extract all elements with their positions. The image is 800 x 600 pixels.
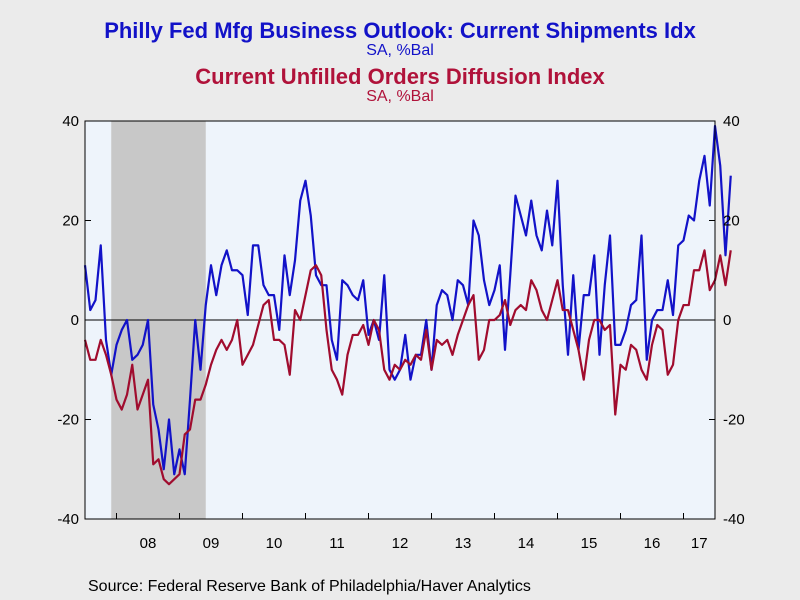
x-tick-label: 09	[203, 535, 220, 552]
chart-subtitle-shipments: SA, %Bal	[366, 42, 434, 59]
series-line-shipments	[83, 124, 732, 476]
x-tick-label: 16	[644, 535, 661, 552]
y-tick-label-right: -40	[723, 511, 745, 528]
y-tick-label-left: 20	[62, 213, 79, 230]
chart-title: Philly Fed Mfg Business Outlook: Current…	[104, 18, 696, 43]
y-tick-label-right: 20	[723, 213, 740, 230]
y-tick-label-left: 0	[71, 312, 79, 329]
x-tick-label: 17	[691, 535, 708, 552]
x-tick-label: 11	[329, 535, 345, 552]
y-tick-label-right: 0	[723, 312, 731, 329]
y-tick-label-left: 40	[62, 113, 79, 130]
chart-title-unfilled: Current Unfilled Orders Diffusion Index	[195, 64, 605, 89]
x-tick-label: 08	[140, 535, 157, 552]
series-line-unfilled	[83, 249, 732, 486]
x-tick-label: 13	[455, 535, 472, 552]
x-tick-label: 15	[581, 535, 598, 552]
source-note: Source: Federal Reserve Bank of Philadel…	[88, 578, 531, 595]
y-tick-label-left: -20	[57, 412, 79, 429]
x-tick-label: 14	[518, 535, 535, 552]
y-tick-label-left: -40	[57, 511, 79, 528]
x-tick-label: 10	[266, 535, 283, 552]
chart-subtitle-unfilled: SA, %Bal	[366, 88, 434, 105]
y-tick-label-right: -20	[723, 412, 745, 429]
x-tick-label: 12	[392, 535, 409, 552]
y-tick-label-right: 40	[723, 113, 740, 130]
